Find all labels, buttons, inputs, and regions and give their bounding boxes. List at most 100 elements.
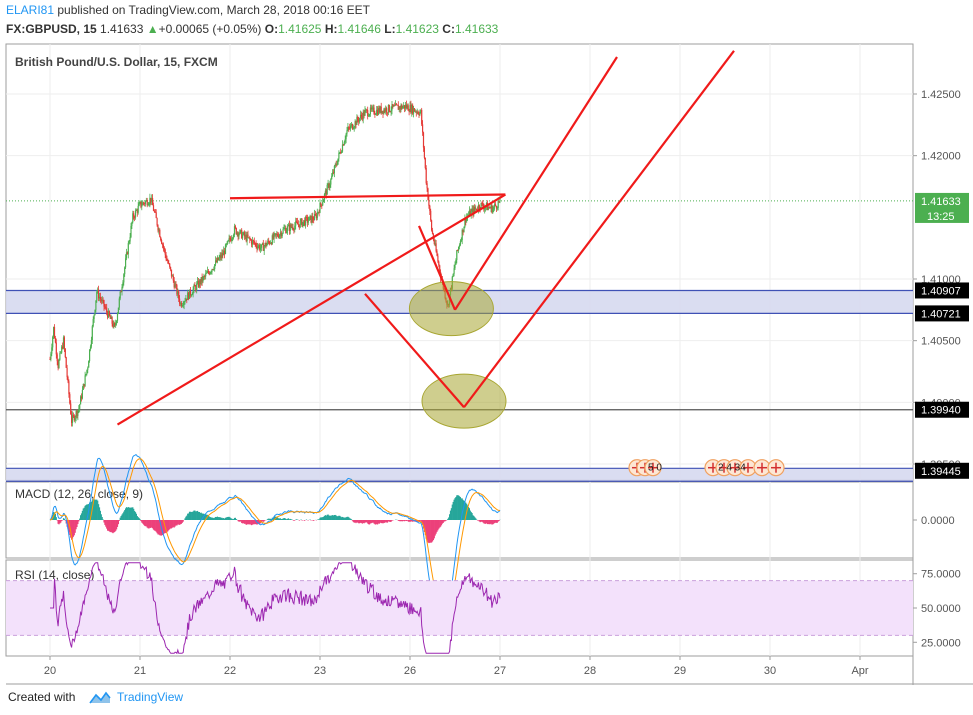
candle-body [122, 282, 124, 288]
candle-body [392, 104, 394, 107]
candle-body [378, 108, 380, 113]
candle-body [94, 309, 96, 315]
candle-body [386, 112, 389, 114]
candle-body [229, 238, 231, 240]
candle-body [232, 237, 234, 239]
candle-body [417, 111, 419, 114]
candle-body [372, 107, 374, 109]
candle-body [210, 271, 212, 273]
candle-body [418, 113, 420, 116]
candle-body [99, 296, 101, 300]
candle-body [260, 244, 263, 248]
candle-body [269, 242, 272, 244]
candle-body [361, 116, 363, 120]
candle-body [461, 229, 463, 241]
candle-body [258, 245, 260, 247]
candle-body [107, 312, 109, 318]
candle-body [249, 237, 251, 240]
time-tick-label: 29 [674, 665, 686, 677]
candle-body [367, 110, 369, 117]
candle-body [177, 291, 179, 295]
candle-body [374, 113, 376, 115]
candle-body [275, 233, 277, 235]
candle-body [186, 298, 188, 300]
candle-body [409, 105, 411, 112]
price-change: +0.00065 (+0.05%) [158, 22, 262, 36]
candle-body [317, 211, 319, 213]
candle-body [206, 270, 209, 273]
candle-body [265, 242, 267, 247]
candle-body [353, 126, 355, 129]
candle-body [114, 322, 116, 326]
candle-body [402, 106, 404, 109]
candle-body [370, 107, 372, 110]
candle-body [321, 204, 323, 206]
trendline [116, 193, 506, 426]
candle-body [172, 275, 174, 281]
candle-body [174, 284, 176, 288]
candle-body [238, 233, 240, 237]
candle-body [116, 313, 119, 321]
candle-body [130, 225, 132, 237]
candle-body [355, 121, 357, 125]
publish-line: ELARI81 published on TradingView.com, Ma… [6, 3, 370, 17]
open-value: 1.41625 [278, 22, 322, 36]
candle-body [453, 268, 455, 274]
candle-body [341, 144, 344, 152]
candles [49, 100, 501, 427]
candle-body [401, 105, 403, 109]
candle-body [92, 319, 94, 327]
candle-body [460, 240, 462, 242]
candle-body [209, 272, 211, 275]
price-tag-text: 1.40721 [921, 308, 961, 320]
candle-body [233, 234, 235, 238]
candle-body [241, 229, 243, 239]
candle-body [332, 172, 335, 174]
candle-body [271, 235, 273, 245]
candle-body [320, 202, 322, 205]
candle-body [188, 289, 191, 299]
candle-body [308, 216, 310, 221]
candle-body [170, 266, 172, 270]
candle-body [63, 337, 65, 349]
candle-body [366, 109, 368, 111]
candle-body [108, 311, 110, 316]
candle-body [274, 233, 276, 235]
candle-body [333, 165, 335, 174]
candle-body [55, 342, 57, 355]
candle-body [337, 158, 339, 165]
candle-body [382, 110, 384, 114]
price-chart[interactable]: British Pound/U.S. Dollar, 15, FXCM 5 0 2 … [0, 0, 973, 685]
candle-body [278, 236, 280, 238]
candle-body [323, 199, 325, 203]
candle-body [456, 250, 458, 260]
candle-body [220, 255, 222, 258]
up-arrow-icon: ▲ [146, 22, 159, 36]
candle-body [494, 204, 496, 207]
open-label: O: [264, 22, 279, 36]
price-tag: 1.40721 [915, 305, 969, 322]
candle-body [379, 106, 381, 113]
tradingview-link[interactable]: TradingView [117, 690, 184, 704]
candle-body [430, 210, 432, 221]
event-count-right: 2 4 34 [718, 463, 746, 474]
candle-body [487, 207, 489, 211]
rsi-line [50, 561, 501, 655]
support-zone [6, 468, 913, 482]
price-tag: 1.39940 [915, 401, 969, 418]
candle-body [476, 208, 478, 211]
candle-body [143, 202, 145, 204]
candle-body [391, 104, 393, 111]
candle-body [163, 247, 165, 250]
candle-body [452, 273, 454, 277]
candle-body [127, 243, 129, 255]
candle-body [310, 215, 312, 223]
candle-body [490, 205, 492, 209]
candle-body [466, 216, 468, 222]
price-tick-label: 1.40500 [921, 336, 961, 348]
candle-body [369, 107, 371, 115]
author-link[interactable]: ELARI81 [6, 3, 55, 17]
candle-body [148, 203, 150, 205]
candle-body [305, 217, 308, 218]
candle-body [105, 307, 107, 309]
